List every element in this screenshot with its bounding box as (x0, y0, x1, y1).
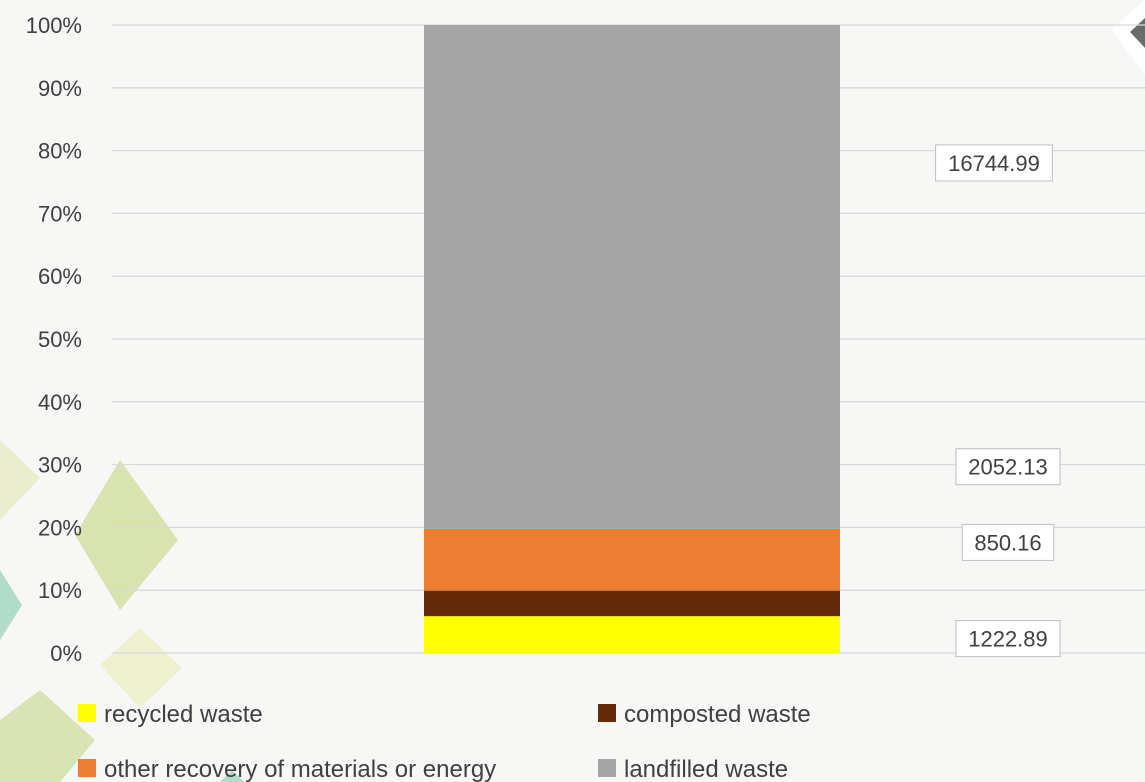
legend: recycled waste composted waste other recov… (78, 701, 811, 782)
y-tick-label: 90% (38, 76, 82, 101)
y-tick-label: 30% (38, 453, 82, 478)
decor-diamond-2 (75, 460, 178, 610)
y-axis-tick-labels: 0% 10% 20% 30% 40% 50% 60% 70% 80% 90% 100% (26, 13, 82, 666)
decor-diamond-6 (220, 770, 244, 782)
y-tick-label: 60% (38, 264, 82, 289)
data-label: 16744.99 (948, 151, 1040, 176)
legend-swatch (78, 704, 96, 722)
y-tick-label: 70% (38, 201, 82, 226)
bar-segment (424, 590, 840, 617)
data-label-box (961, 523, 1055, 561)
decor-diamond-1 (0, 440, 40, 520)
legend-label: other recovery of materials or energy (104, 756, 496, 782)
decor-diamond-4 (100, 628, 182, 708)
data-label-box (955, 448, 1061, 486)
y-tick-label: 10% (38, 578, 82, 603)
data-label: 2052.13 (968, 455, 1048, 480)
bar-segment (424, 25, 840, 529)
y-tick-label: 80% (38, 139, 82, 164)
legend-swatch (598, 704, 616, 722)
decor-corner-white (1112, 0, 1145, 75)
legend-label: recycled waste (104, 701, 263, 728)
bar-segments (424, 25, 840, 653)
decor-diamond-3 (0, 570, 22, 640)
data-label-box (935, 144, 1053, 182)
y-tick-label: 20% (38, 515, 82, 540)
legend-label: landfilled waste (624, 756, 788, 782)
y-tick-label: 100% (26, 13, 82, 38)
legend-swatch (78, 759, 96, 777)
y-tick-label: 0% (50, 641, 82, 666)
data-label-box (955, 620, 1061, 658)
legend-swatch (598, 759, 616, 777)
bar-segment (424, 616, 840, 653)
decor-diamond-5 (0, 690, 95, 782)
y-tick-label: 50% (38, 327, 82, 352)
y-tick-label: 40% (38, 390, 82, 415)
bar-segment (424, 528, 840, 591)
legend-label: composted waste (624, 701, 811, 728)
data-label: 850.16 (974, 530, 1041, 555)
data-labels: 1222.89 850.16 2052.13 16744.99 (935, 144, 1061, 658)
data-label: 1222.89 (968, 627, 1048, 652)
